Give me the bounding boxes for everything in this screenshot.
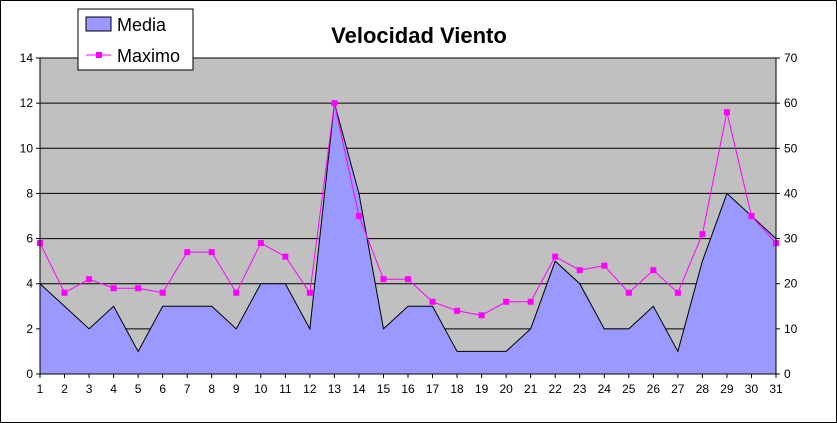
x-tick-label-21: 21 xyxy=(524,382,538,396)
y-right-tick-label-70: 70 xyxy=(784,51,798,65)
maximo-point-11 xyxy=(282,253,289,260)
x-tick-label-20: 20 xyxy=(499,382,513,396)
series-area-media xyxy=(39,103,777,375)
maximo-point-15 xyxy=(380,276,387,283)
x-tick-label-9: 9 xyxy=(233,382,240,396)
y-left-tick-label-10: 10 xyxy=(20,141,34,155)
x-tick-label-25: 25 xyxy=(622,382,636,396)
maximo-point-2 xyxy=(61,289,68,296)
y-right-tick-label-40: 40 xyxy=(784,186,798,200)
maximo-point-22 xyxy=(552,253,559,260)
y-left-tick-label-2: 2 xyxy=(26,322,33,336)
x-tick-label-12: 12 xyxy=(303,382,317,396)
x-tick-label-16: 16 xyxy=(401,382,415,396)
maximo-point-8 xyxy=(208,249,215,256)
maximo-point-3 xyxy=(86,276,93,283)
x-tick-label-7: 7 xyxy=(184,382,191,396)
x-tick-label-4: 4 xyxy=(110,382,117,396)
y-left-tick-label-8: 8 xyxy=(26,186,33,200)
y-left-tick-label-0: 0 xyxy=(26,367,33,381)
x-tick-label-27: 27 xyxy=(671,382,685,396)
maximo-point-29 xyxy=(723,109,730,116)
x-tick-label-10: 10 xyxy=(254,382,268,396)
y-right-tick-label-50: 50 xyxy=(784,141,798,155)
maximo-point-18 xyxy=(454,307,461,314)
x-tick-label-1: 1 xyxy=(37,382,44,396)
maximo-point-26 xyxy=(650,267,657,274)
x-tick-label-17: 17 xyxy=(426,382,440,396)
y-left-tick-label-14: 14 xyxy=(20,51,34,65)
x-axis-tick-labels: 1 2 3 4 5 6 7 8 9 10 11 12 13 14 15 16 17 18 19 20 21 22 23 24 2… xyxy=(37,382,783,396)
x-tick-label-26: 26 xyxy=(647,382,661,396)
x-tick-label-14: 14 xyxy=(352,382,366,396)
y-right-tick-label-20: 20 xyxy=(784,277,798,291)
legend-swatch-media xyxy=(85,16,112,32)
maximo-point-6 xyxy=(159,289,166,296)
y-axis-left-tick-labels: 0 2 4 6 8 10 12 14 xyxy=(20,51,34,381)
maximo-point-28 xyxy=(699,231,706,238)
maximo-point-30 xyxy=(748,213,755,219)
legend-label-media: Media xyxy=(117,15,167,35)
y-right-tick-label-10: 10 xyxy=(784,322,798,336)
y-left-tick-label-6: 6 xyxy=(26,232,33,246)
maximo-point-27 xyxy=(674,289,681,296)
y-right-tick-label-60: 60 xyxy=(784,96,798,110)
maximo-point-12 xyxy=(306,289,313,296)
x-tick-label-13: 13 xyxy=(328,382,342,396)
x-tick-label-2: 2 xyxy=(61,382,68,396)
maximo-point-20 xyxy=(503,298,510,305)
x-tick-label-28: 28 xyxy=(696,382,710,396)
x-tick-label-6: 6 xyxy=(159,382,166,396)
y-left-tick-label-4: 4 xyxy=(26,277,33,291)
x-tick-label-5: 5 xyxy=(135,382,142,396)
x-tick-label-30: 30 xyxy=(745,382,759,396)
maximo-point-10 xyxy=(257,240,264,247)
x-tick-label-19: 19 xyxy=(475,382,489,396)
x-tick-label-15: 15 xyxy=(377,382,391,396)
legend: Media Maximo xyxy=(77,8,194,71)
maximo-point-14 xyxy=(355,213,362,219)
maximo-point-23 xyxy=(576,267,583,274)
maximo-point-5 xyxy=(135,285,142,292)
legend-marker-maximo xyxy=(96,52,102,58)
maximo-point-19 xyxy=(478,312,485,319)
maximo-point-16 xyxy=(405,276,411,283)
y-right-tick-label-30: 30 xyxy=(784,232,798,246)
maximo-point-24 xyxy=(601,262,608,269)
x-tick-label-3: 3 xyxy=(86,382,93,396)
x-tick-label-31: 31 xyxy=(769,382,783,396)
x-tick-label-11: 11 xyxy=(279,382,292,396)
series-markers-maximo xyxy=(37,100,779,319)
y-left-tick-label-12: 12 xyxy=(20,96,34,110)
chart-title: Velocidad Viento xyxy=(331,23,507,48)
x-tick-label-29: 29 xyxy=(720,382,734,396)
maximo-point-7 xyxy=(184,249,191,256)
x-tick-label-24: 24 xyxy=(598,382,612,396)
y-right-tick-label-0: 0 xyxy=(784,367,791,381)
x-tick-label-22: 22 xyxy=(549,382,563,396)
maximo-point-9 xyxy=(233,289,240,296)
y-axis-right-tick-labels: 0 10 20 30 40 50 60 70 xyxy=(784,51,798,381)
maximo-point-13 xyxy=(331,100,338,107)
x-tick-label-23: 23 xyxy=(573,382,587,396)
maximo-point-21 xyxy=(527,298,534,305)
maximo-point-4 xyxy=(110,285,117,292)
legend-label-maximo: Maximo xyxy=(117,46,180,66)
maximo-point-17 xyxy=(429,298,436,305)
x-tick-label-8: 8 xyxy=(208,382,215,396)
maximo-point-25 xyxy=(625,289,632,296)
x-tick-label-18: 18 xyxy=(450,382,464,396)
